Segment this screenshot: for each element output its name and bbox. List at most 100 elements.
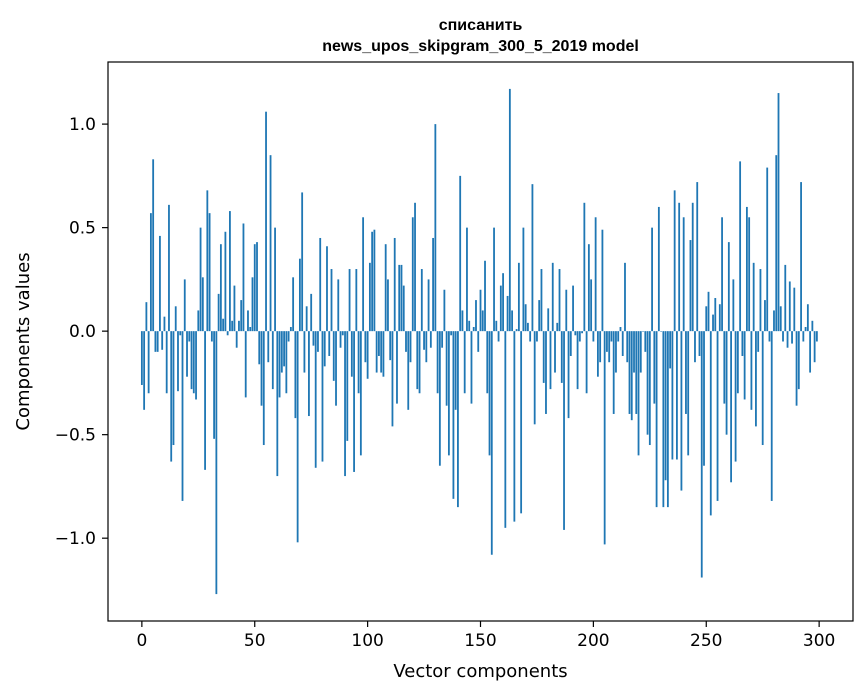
y-tick-label: 1.0 — [69, 115, 96, 135]
bar-180 — [547, 308, 550, 332]
bar-144 — [466, 227, 468, 332]
bar-225 — [648, 331, 651, 446]
bar-238 — [678, 202, 681, 332]
bar-192 — [574, 331, 577, 336]
bar-142 — [461, 310, 464, 332]
bar-2 — [145, 302, 148, 332]
bar-136 — [447, 331, 450, 456]
bar-132 — [438, 331, 441, 466]
bar-68 — [294, 331, 297, 419]
bar-119 — [409, 331, 412, 363]
bar-24 — [195, 331, 197, 400]
bar-200 — [592, 331, 595, 342]
bar-287 — [788, 281, 791, 332]
bar-23 — [192, 331, 195, 394]
bar-205 — [603, 331, 606, 545]
bar-212 — [619, 327, 622, 332]
bar-87 — [337, 279, 340, 332]
bar-90 — [344, 331, 346, 477]
bar-140 — [457, 331, 459, 508]
bar-208 — [610, 331, 613, 342]
bar-37 — [224, 231, 227, 332]
bar-236 — [673, 190, 676, 332]
bar-135 — [445, 331, 448, 406]
bar-59 — [274, 227, 276, 332]
bar-4 — [149, 213, 152, 332]
bar-211 — [617, 331, 620, 342]
bar-203 — [599, 331, 602, 363]
bar-157 — [495, 320, 498, 332]
bar-36 — [222, 318, 225, 332]
bar-218 — [633, 331, 635, 373]
y-tick-label: 0.0 — [69, 322, 96, 342]
bar-246 — [696, 182, 699, 332]
bar-5 — [152, 159, 155, 332]
bar-159 — [499, 285, 502, 332]
bar-125 — [423, 331, 425, 350]
bar-185 — [558, 269, 561, 332]
bar-199 — [590, 279, 593, 332]
bar-44 — [240, 300, 243, 332]
bar-297 — [811, 320, 814, 332]
bar-6 — [154, 331, 157, 352]
bar-7 — [156, 331, 159, 352]
bar-86 — [335, 331, 337, 406]
bar-126 — [425, 331, 428, 363]
bar-34 — [217, 293, 220, 332]
bar-55 — [265, 111, 267, 332]
bar-62 — [280, 331, 283, 373]
bar-151 — [481, 310, 484, 332]
bar-40 — [231, 320, 234, 332]
bar-177 — [540, 269, 543, 332]
bar-76 — [312, 331, 315, 346]
bar-226 — [651, 227, 653, 332]
bar-230 — [660, 331, 663, 332]
bar-291 — [797, 331, 800, 390]
bar-217 — [630, 331, 633, 421]
bar-38 — [226, 331, 229, 336]
bar-168 — [520, 331, 523, 514]
bar-223 — [644, 331, 647, 352]
bar-258 — [723, 331, 726, 404]
y-axis-label: Components values — [13, 252, 34, 430]
x-tick-label: 0 — [136, 631, 147, 651]
bar-96 — [357, 331, 360, 394]
bar-229 — [657, 206, 660, 332]
bar-279 — [770, 331, 773, 501]
bar-271 — [752, 262, 755, 332]
bar-198 — [587, 244, 590, 332]
bar-160 — [502, 273, 504, 332]
bar-113 — [396, 331, 398, 404]
bar-184 — [556, 322, 559, 332]
bar-221 — [639, 331, 642, 373]
bar-254 — [714, 298, 717, 332]
bar-256 — [718, 304, 721, 332]
bar-166 — [515, 329, 518, 332]
bar-111 — [391, 331, 394, 427]
bar-204 — [601, 229, 604, 332]
bar-39 — [229, 211, 231, 332]
bar-139 — [454, 331, 457, 410]
bar-178 — [542, 331, 545, 383]
bar-179 — [545, 331, 547, 414]
bar-158 — [497, 331, 500, 342]
x-tick-label: 300 — [803, 631, 835, 651]
bar-222 — [642, 331, 644, 332]
bar-239 — [680, 331, 683, 491]
bar-137 — [450, 331, 453, 336]
bar-182 — [551, 262, 554, 332]
bar-80 — [321, 331, 324, 462]
bar-21 — [188, 331, 191, 342]
bar-25 — [197, 310, 200, 332]
bar-134 — [443, 289, 446, 332]
bar-173 — [531, 184, 534, 332]
bar-105 — [378, 331, 380, 356]
bar-124 — [420, 269, 423, 332]
bar-224 — [646, 331, 649, 435]
bar-161 — [504, 331, 507, 528]
bar-3 — [147, 331, 150, 394]
bar-92 — [348, 269, 351, 332]
bar-241 — [685, 331, 687, 414]
bar-249 — [703, 331, 705, 466]
bar-189 — [567, 331, 570, 419]
